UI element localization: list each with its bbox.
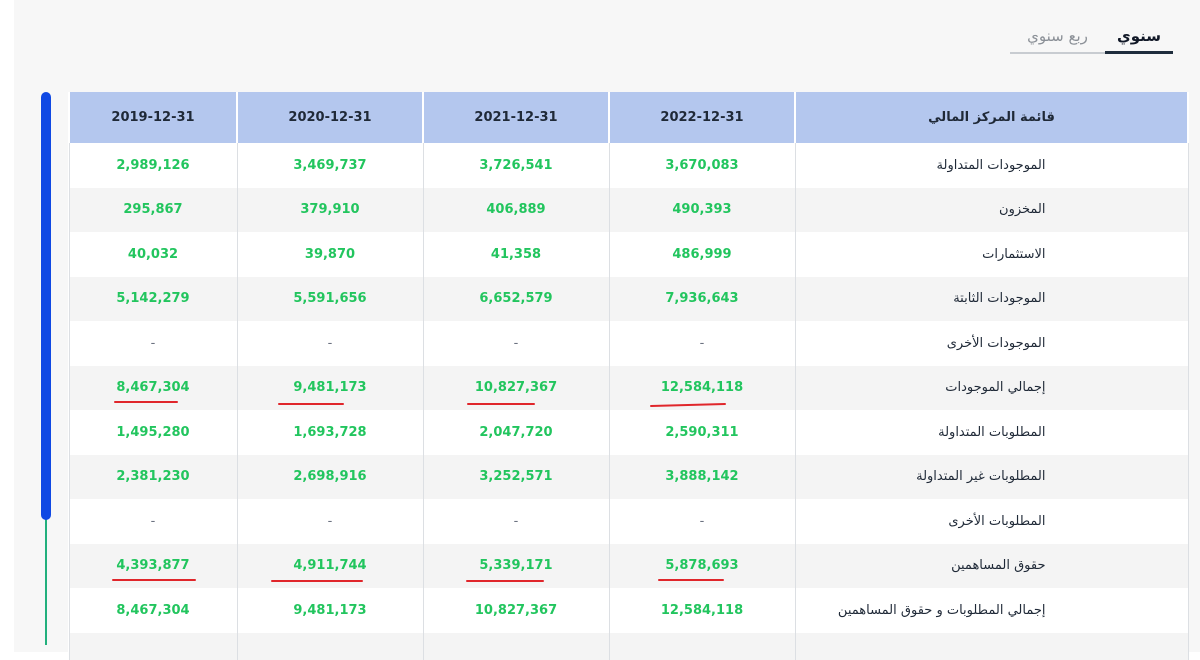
row-label: المطلوبات المتداولة [794, 410, 1189, 455]
cell-value: 2,590,311 [608, 410, 796, 455]
row-label: الموجودات الثابتة [794, 276, 1189, 321]
header-statement-title: قائمة المركز المالي [794, 92, 1189, 143]
cell-value: 295,867 [68, 187, 238, 232]
cell-value: 8,467,304 [68, 365, 238, 410]
row-label: الاستثمارات [794, 232, 1189, 277]
row-label: المطلوبات غير المتداولة [794, 454, 1189, 499]
cell-value: 4,393,877 [68, 543, 238, 588]
empty-cell [608, 632, 796, 660]
table-row: الموجودات الثابتة 7,936,643 6,652,579 5,… [68, 276, 1189, 321]
red-underline-mark [466, 402, 535, 405]
red-underline-mark [270, 579, 363, 582]
cell-value: - [68, 321, 238, 366]
tab-quarterly[interactable]: ربع سنوي [1010, 26, 1105, 54]
cell-value: 10,827,367 [422, 588, 610, 633]
red-underline-mark [277, 402, 344, 405]
table-row: المطلوبات غير المتداولة 3,888,142 3,252,… [68, 454, 1189, 499]
table-row: المطلوبات الأخرى - - - - [68, 499, 1189, 544]
balance-sheet-table: قائمة المركز المالي 2022-12-31 2021-12-3… [68, 92, 1189, 660]
row-label: إجمالي الموجودات [794, 365, 1189, 410]
table-row-equity: حقوق المساهمين 5,878,693 5,339,171 4,911… [68, 543, 1189, 588]
cell-value: 3,726,541 [422, 143, 610, 188]
header-2019: 2019-12-31 [68, 92, 238, 143]
table-row: المخزون 490,393 406,889 379,910 295,867 [68, 187, 1189, 232]
cell-value: 3,670,083 [608, 143, 796, 188]
cell-value: 8,467,304 [68, 588, 238, 633]
red-underline-mark [465, 579, 544, 582]
empty-cell [68, 632, 238, 660]
scroll-thumb[interactable] [41, 92, 51, 520]
table-row: الموجودات الأخرى - - - - [68, 321, 1189, 366]
cell-value: 7,936,643 [608, 276, 796, 321]
cell-value: 2,698,916 [236, 454, 424, 499]
cell-value: 12,584,118 [608, 365, 796, 410]
table-row: المطلوبات المتداولة 2,590,311 2,047,720 … [68, 410, 1189, 455]
cell-value: 1,693,728 [236, 410, 424, 455]
cell-value: 486,999 [608, 232, 796, 277]
cell-value: 5,878,693 [608, 543, 796, 588]
cell-value: 2,047,720 [422, 410, 610, 455]
red-underline-mark [649, 402, 726, 407]
cell-value: 3,888,142 [608, 454, 796, 499]
red-underline-mark [657, 578, 724, 581]
cell-value: 406,889 [422, 187, 610, 232]
cell-value: 490,393 [608, 187, 796, 232]
cell-value: 6,652,579 [422, 276, 610, 321]
table-row-total-assets: إجمالي الموجودات 12,584,118 10,827,367 9… [68, 365, 1189, 410]
cell-value: 2,381,230 [68, 454, 238, 499]
header-2021: 2021-12-31 [422, 92, 610, 143]
row-label: حقوق المساهمين [794, 543, 1189, 588]
empty-cell [236, 632, 424, 660]
table-row: الاستثمارات 486,999 41,358 39,870 40,032 [68, 232, 1189, 277]
tab-annual[interactable]: سنوي [1105, 26, 1173, 54]
cell-value: 5,339,171 [422, 543, 610, 588]
cell-value: 10,827,367 [422, 365, 610, 410]
cell-value: - [608, 321, 796, 366]
row-label: الموجودات الأخرى [794, 321, 1189, 366]
cell-value: 3,469,737 [236, 143, 424, 188]
cell-value: - [68, 499, 238, 544]
empty-cell [794, 632, 1189, 660]
period-tabs: ربع سنوي سنوي [1010, 26, 1173, 54]
table-row: الموجودات المتداولة 3,670,083 3,726,541 … [68, 143, 1189, 188]
row-label: المخزون [794, 187, 1189, 232]
cell-value: - [422, 499, 610, 544]
cell-value: 9,481,173 [236, 588, 424, 633]
row-label: الموجودات المتداولة [794, 143, 1189, 188]
cell-value: 9,481,173 [236, 365, 424, 410]
row-label: إجمالي المطلوبات و حقوق المساهمين [794, 588, 1189, 633]
cell-value: 40,032 [68, 232, 238, 277]
table-row-empty [68, 632, 1189, 660]
cell-value: 379,910 [236, 187, 424, 232]
cell-value: 12,584,118 [608, 588, 796, 633]
cell-value: - [236, 321, 424, 366]
empty-cell [422, 632, 610, 660]
cell-value: 39,870 [236, 232, 424, 277]
cell-value: 5,142,279 [68, 276, 238, 321]
cell-value: 4,911,744 [236, 543, 424, 588]
red-underline-mark [113, 400, 178, 403]
red-underline-mark [111, 578, 196, 581]
row-label: المطلوبات الأخرى [794, 499, 1189, 544]
cell-value: 3,252,571 [422, 454, 610, 499]
table-row-total-liabilities-equity: إجمالي المطلوبات و حقوق المساهمين 12,584… [68, 588, 1189, 633]
header-2020: 2020-12-31 [236, 92, 424, 143]
cell-value: - [422, 321, 610, 366]
cell-value: 5,591,656 [236, 276, 424, 321]
header-2022: 2022-12-31 [608, 92, 796, 143]
cell-value: 41,358 [422, 232, 610, 277]
cell-value: - [236, 499, 424, 544]
cell-value: 1,495,280 [68, 410, 238, 455]
cell-value: - [608, 499, 796, 544]
cell-value: 2,989,126 [68, 143, 238, 188]
table-header-row: قائمة المركز المالي 2022-12-31 2021-12-3… [68, 92, 1189, 143]
